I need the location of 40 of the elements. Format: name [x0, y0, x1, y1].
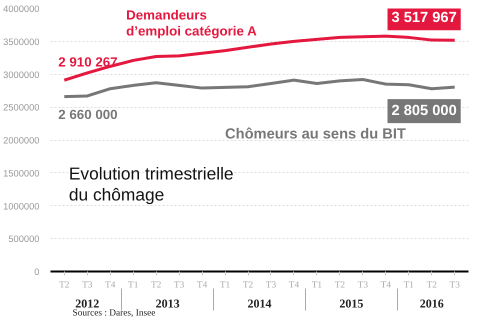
text: 2016: [420, 296, 444, 310]
text: 2013: [156, 296, 180, 310]
x-tick-label: T1: [404, 280, 414, 290]
x-tick-label: T2: [242, 280, 254, 290]
text: 2012: [75, 296, 100, 310]
x-tick-label: T1: [312, 280, 322, 290]
x-tick-label: T3: [82, 280, 93, 290]
x-tick-label: T4: [288, 280, 300, 290]
x-tick-label: T4: [196, 280, 208, 290]
x-tick-label: T3: [450, 280, 460, 290]
data-label: 2 805 000: [392, 103, 457, 120]
x-tick-label: T4: [380, 280, 392, 290]
x-tick-label: T1: [220, 280, 231, 290]
series-label: Demandeurs d’emploi catégorie A: [126, 8, 258, 38]
data-label: 3 517 967: [392, 10, 457, 26]
x-tick-label: T4: [105, 280, 116, 290]
x-tick-label: T3: [358, 280, 368, 290]
y-tick-label: 2500000: [3, 102, 40, 113]
text: Evolution trimestrielle du chômage: [68, 163, 234, 204]
y-tick-label: 500000: [8, 234, 40, 244]
y-tick-label: 1500000: [3, 168, 40, 178]
y-tick-label: 0: [34, 267, 40, 277]
text: 2014: [248, 296, 272, 310]
x-tick-label: T3: [174, 280, 185, 290]
y-tick-label: 3500000: [3, 36, 40, 47]
x-tick-label: T3: [266, 280, 276, 290]
x-tick-label: T2: [334, 280, 346, 290]
line-series: [62, 78, 456, 98]
y-tick-label: 2000000: [3, 136, 40, 146]
x-tick-label: T2: [59, 280, 70, 290]
source-note: Sources : Dares, Insee: [72, 308, 156, 318]
x-tick-label: T2: [426, 280, 438, 290]
x-tick-label: T1: [128, 280, 139, 290]
x-tick-label: T2: [150, 280, 162, 290]
y-tick-label: 4000000: [3, 4, 40, 14]
text: 2015: [339, 296, 364, 310]
text: Chômeurs au sens du BIT: [225, 126, 406, 143]
y-tick-label: 1000000: [3, 201, 40, 212]
y-tick-label: 3000000: [3, 70, 40, 80]
data-label: 2 660 000: [58, 107, 118, 122]
